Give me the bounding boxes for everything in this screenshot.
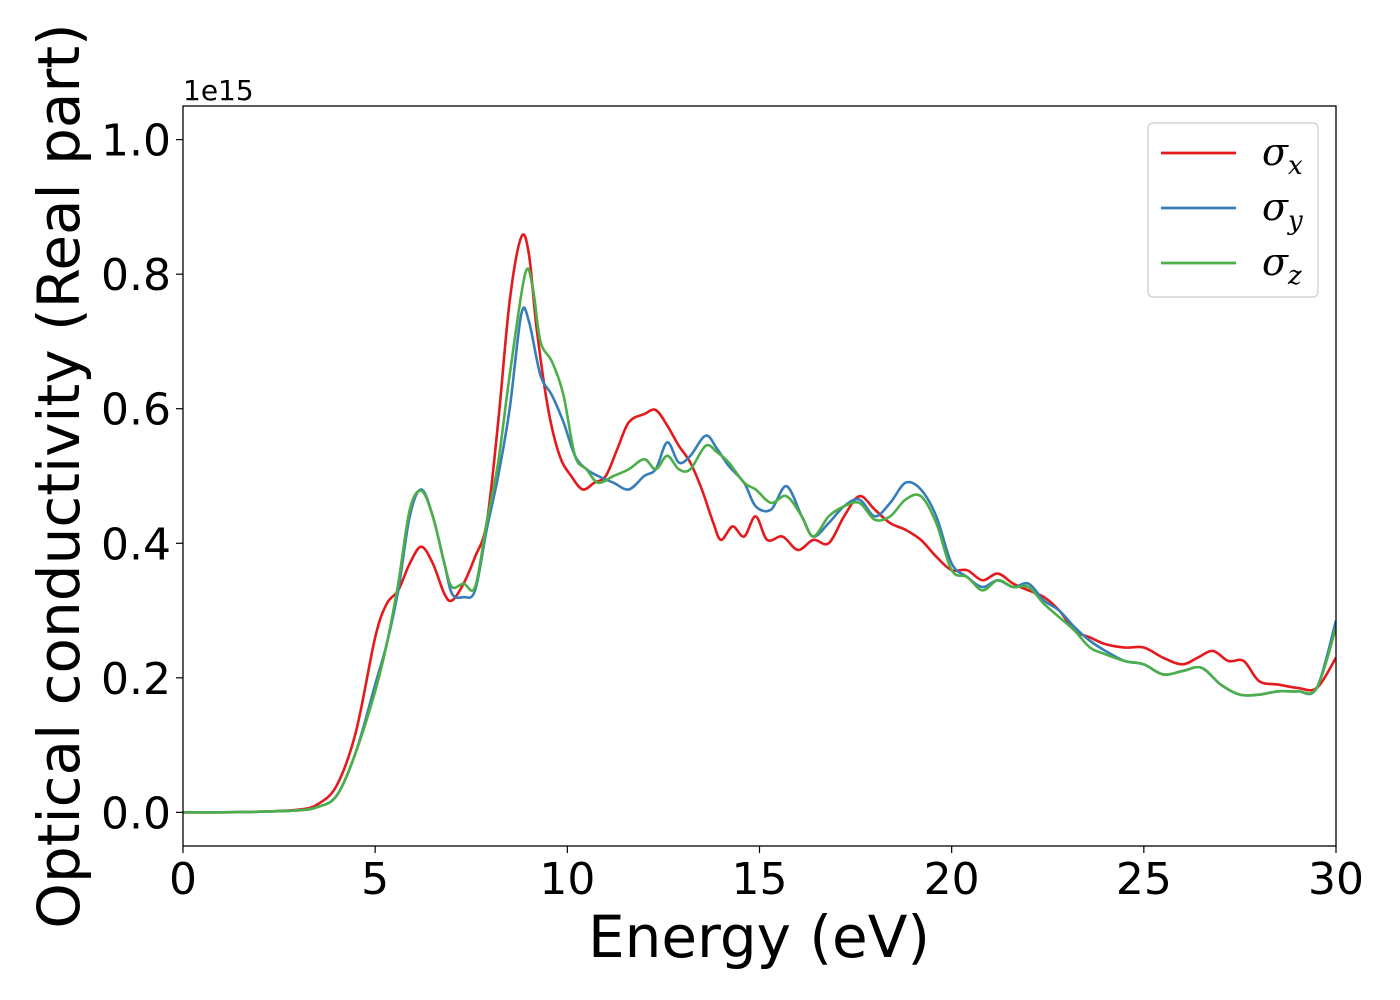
x-tick-label: 10 bbox=[539, 854, 595, 905]
legend-label-z: σz bbox=[1262, 240, 1302, 291]
legend-symbol: σ bbox=[1262, 130, 1289, 174]
legend-subscript: x bbox=[1288, 151, 1303, 181]
y-tick-label: 0.6 bbox=[101, 385, 171, 436]
y-axis-label: Optical conductivity (Real part) bbox=[25, 23, 93, 928]
y-offset-label: 1e15 bbox=[183, 74, 254, 107]
x-tick-label: 30 bbox=[1308, 854, 1364, 905]
y-tick-label: 0.2 bbox=[101, 654, 171, 705]
x-tick-label: 25 bbox=[1116, 854, 1172, 905]
x-tick-label: 0 bbox=[169, 854, 197, 905]
series-line-x bbox=[183, 233, 1336, 814]
legend-subscript: y bbox=[1287, 206, 1303, 236]
legend-label-y: σy bbox=[1262, 185, 1303, 236]
legend-symbol: σ bbox=[1262, 240, 1289, 284]
series-line-z bbox=[183, 267, 1336, 814]
x-tick-label: 5 bbox=[361, 854, 389, 905]
x-tick-label: 20 bbox=[924, 854, 980, 905]
y-tick-label: 0.0 bbox=[101, 788, 171, 839]
x-axis-ticks: 0 5 10 15 20 25 30 bbox=[169, 846, 1364, 905]
y-axis-ticks: 0.0 0.2 0.4 0.6 0.8 1.0 bbox=[101, 116, 183, 839]
x-axis-label: Energy (eV) bbox=[588, 903, 930, 971]
legend-box bbox=[1147, 122, 1319, 298]
series-layer bbox=[183, 233, 1336, 814]
x-tick-label: 15 bbox=[732, 854, 788, 905]
legend-subscript: z bbox=[1287, 261, 1302, 291]
y-tick-label: 1.0 bbox=[101, 116, 171, 167]
y-tick-label: 0.8 bbox=[101, 250, 171, 301]
y-tick-label: 0.4 bbox=[101, 519, 171, 570]
legend-symbol: σ bbox=[1262, 185, 1289, 229]
legend-label-x: σx bbox=[1262, 130, 1303, 181]
